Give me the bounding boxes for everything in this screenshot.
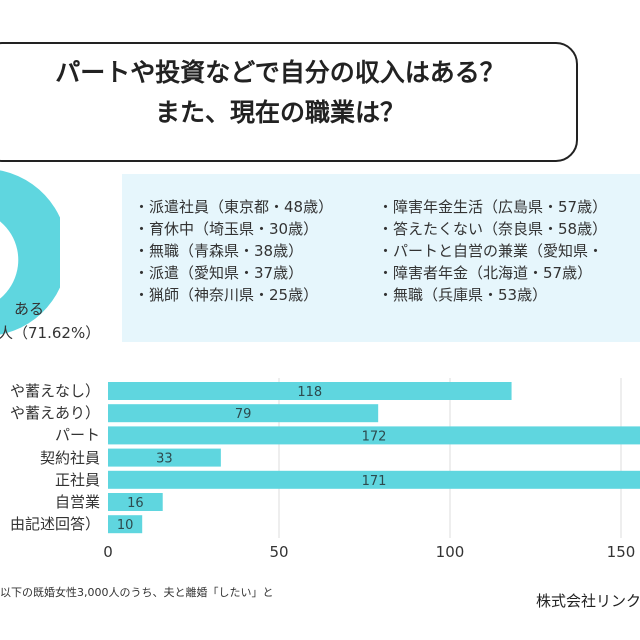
category-label: 正社員 (54, 470, 100, 489)
x-tick-label: 150 (607, 543, 636, 561)
category-label: や蓄えなし） (9, 382, 100, 400)
bar (108, 426, 640, 445)
pie-label: ある (14, 300, 45, 318)
quote-item: ・障害年金生活（広島県・57歳） (378, 198, 608, 216)
category-label: 自営業 (54, 493, 100, 511)
x-tick-label: 50 (269, 543, 288, 561)
quote-right-list: ・障害年金生活（広島県・57歳） ・答えたくない（奈良県・58歳） ・パートと自… (378, 196, 607, 306)
category-label: 由記述回答） (9, 515, 100, 534)
bar (108, 470, 640, 489)
quote-item: ・無職（兵庫県・53歳） (378, 286, 548, 304)
category-label: パート (54, 426, 100, 445)
bar-value-label: 33 (156, 452, 173, 467)
bar (108, 404, 379, 423)
donut-slice-yes (0, 170, 60, 335)
title-box (0, 42, 578, 162)
bar-value-label: 118 (297, 385, 322, 400)
quote-item: ・パートと自営の兼業（愛知県・ (378, 242, 604, 260)
quote-item: ・障害者年金（北海道・57歳） (378, 264, 593, 282)
title-line-1: パートや投資などで自分の収入はある？ (55, 58, 505, 87)
bar (108, 515, 143, 534)
quote-item: ・猟師（神奈川県・25歳） (134, 286, 319, 304)
bar-value-label: 172 (362, 429, 387, 444)
bar (108, 382, 512, 400)
quote-item: ・派遣（愛知県・37歳） (134, 264, 304, 282)
bar-value-label: 79 (235, 407, 252, 422)
bar-value-label: 171 (362, 474, 387, 489)
quote-item: ・育休中（埼玉県・30歳） (134, 220, 319, 238)
donut-chart (0, 170, 60, 335)
bar-value-label: 16 (127, 496, 144, 511)
quote-item: ・派遣社員（東京都・48歳） (134, 198, 334, 216)
bar-value-label: 10 (117, 518, 134, 533)
footnote: 以下の既婚女性3,000人のうち、夫と離婚「したい」と (0, 586, 274, 599)
quote-item: ・答えたくない（奈良県・58歳） (378, 220, 608, 238)
bar-chart: 0 50 100 150 118 79 172 33 171 16 10 (103, 378, 640, 561)
bar (108, 448, 221, 467)
pie-label-percent: 人（71.62%） (0, 324, 101, 342)
bar (108, 493, 163, 511)
quote-left-list: ・派遣社員（東京都・48歳） ・育休中（埼玉県・30歳） ・無職（青森県・38歳… (134, 196, 333, 306)
category-label: や蓄えあり） (9, 404, 100, 423)
quotes-box: ・派遣社員（東京都・48歳） ・育休中（埼玉県・30歳） ・無職（青森県・38歳… (122, 174, 640, 342)
title-line-2: また、現在の職業は？ (154, 98, 405, 127)
quote-item: ・無職（青森県・38歳） (134, 242, 304, 260)
category-label: 契約社員 (39, 448, 100, 467)
company-name: 株式会社リンク (536, 592, 640, 610)
x-tick-label: 100 (436, 543, 465, 561)
x-tick-label: 0 (103, 543, 113, 561)
